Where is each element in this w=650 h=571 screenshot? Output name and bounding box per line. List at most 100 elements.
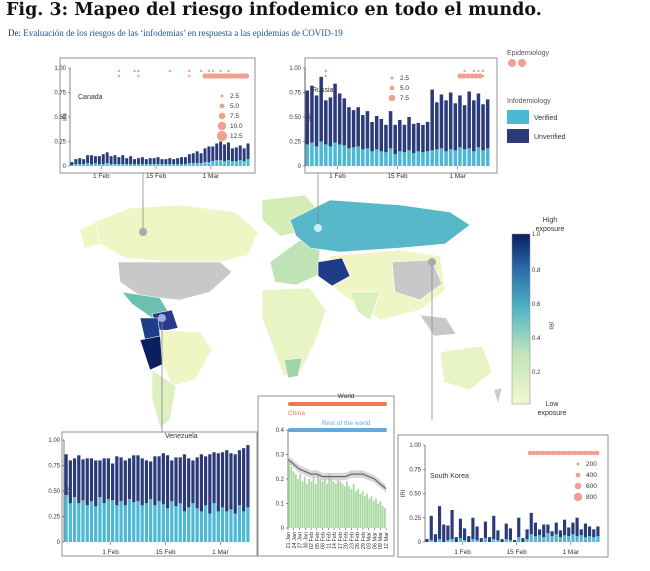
source-article-link[interactable]: Evaluación de los riesgos de las ‘infode… [23,28,343,38]
epi-cluster-dot [457,73,463,79]
epi-dot [463,69,466,73]
bar-verified [242,511,246,542]
y-tick-label: 0.1 [276,502,285,508]
epi-dot [481,69,485,73]
bar-value [319,479,322,528]
y-tick-label: 0.75 [289,91,301,97]
bar-verified [365,148,370,166]
x-tick-label: 20 Feb [344,532,350,549]
bar-verified [115,505,119,542]
bar-value [352,483,355,528]
bar-verified [246,159,250,166]
size-legend-circle [216,130,228,142]
bar-unverified [305,90,310,145]
bar-verified [542,537,546,542]
epi-cluster-dot [244,73,250,79]
bar-verified [310,142,314,166]
y-tick-label: 0.25 [48,515,60,521]
epi-cluster-dot [550,450,555,456]
bar-verified [444,151,448,166]
size-legend-label: 400 [586,472,597,479]
y-tick-label: 0.4 [276,428,285,434]
y-tick-label: 0.75 [409,467,421,473]
bar-unverified [384,124,388,153]
x-tick-label: 15 Feb [507,549,528,556]
bar-verified [333,142,337,166]
bar-unverified [388,111,393,149]
bar-verified [554,534,558,542]
bar-verified [180,164,184,166]
bar-unverified [454,537,458,542]
epi-dot [324,69,328,73]
bar-value [308,479,311,528]
bar-value [341,483,344,528]
bar-unverified [165,455,170,509]
bar-verified [123,505,127,542]
y-axis-label: IRI [63,113,69,121]
bar-unverified [361,115,365,150]
bar-unverified [592,529,596,538]
colorbar-gradient [511,233,531,405]
bar-verified [563,535,567,542]
bar-verified [199,511,203,542]
bar-unverified [64,454,68,496]
bar-unverified [176,158,180,165]
bar-unverified [411,123,416,154]
bar-unverified [121,155,125,165]
epi-dot [168,69,171,73]
bar-unverified [324,100,328,145]
bar-unverified [148,158,152,165]
x-tick-label: 05 Feb [315,532,321,549]
bar-unverified [72,458,77,498]
bar-verified [492,539,496,542]
bar-unverified [208,454,212,514]
bar-unverified [483,521,487,539]
map-australia [439,345,493,391]
bar-unverified [467,91,471,149]
panel-china-world: World China Rest of the world 0 0.1 0.2 0.3 0.4… [257,393,395,557]
bar-value [366,493,368,528]
x-tick-label: 11 Feb [326,532,332,549]
marker-russia [314,224,322,232]
bar-unverified [504,523,508,540]
bar-verified [207,162,211,166]
bar-unverified [164,159,168,165]
bar-verified [68,503,72,542]
map-usa [117,261,233,301]
y-tick-label: 0.50 [54,115,66,121]
bar-unverified [74,159,78,165]
size-legend-circle [218,112,226,120]
bar-verified [588,536,592,542]
size-legend-label: 2.5 [230,93,239,100]
bar-verified [195,163,199,166]
epi-dot [199,69,203,73]
map-brazil [159,329,213,387]
map-southern-cone [151,369,177,429]
bar-verified [164,164,168,166]
epi-cluster-dot [477,73,483,79]
bar-verified [72,497,77,542]
bar-unverified [203,148,207,163]
bar-verified [157,501,161,542]
bar-unverified [554,522,558,535]
bar-unverified [125,158,129,165]
epi-cluster-dot [531,450,536,456]
bar-verified [81,500,85,542]
x-tick-label: 27 Jan [298,532,304,549]
bar-unverified [429,515,433,541]
bar-verified [160,164,164,166]
bar-verified [450,539,454,542]
bar-unverified [242,148,246,162]
rest-of-world-label: Rest of the world [322,420,371,427]
bar-verified [525,539,529,542]
epi-dot [211,69,215,73]
bar-unverified [458,518,462,539]
bar-verified [208,513,212,542]
y-tick-label: 0.3 [276,453,285,459]
epi-cluster-dot [566,450,571,456]
bar-unverified [374,116,379,150]
size-legend-label: 600 [586,483,597,490]
bar-unverified [485,99,490,149]
bar-unverified [416,122,421,152]
